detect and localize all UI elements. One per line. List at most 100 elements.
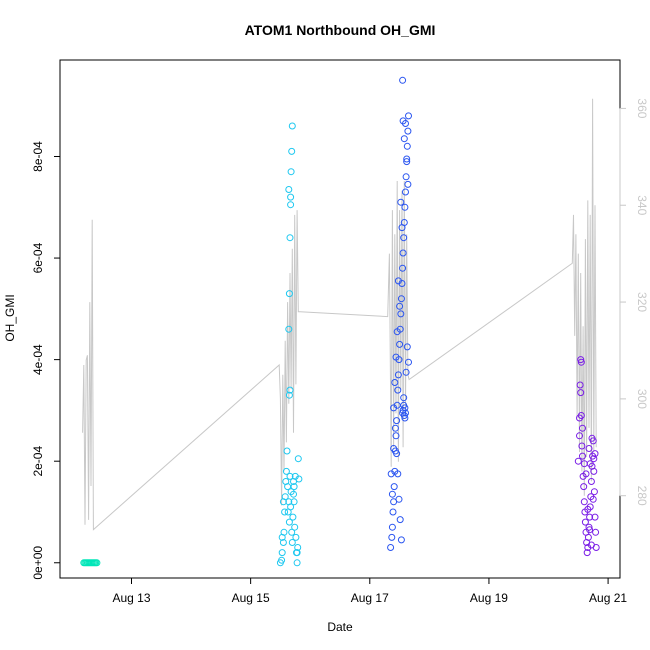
- scatter-point: [580, 498, 588, 506]
- scatter-point: [286, 386, 294, 394]
- y2-tick-label: 340: [635, 195, 649, 215]
- scatter-point: [394, 386, 402, 394]
- scatter-point: [390, 483, 398, 491]
- scatter-point: [278, 556, 286, 564]
- scatter-point: [393, 328, 401, 336]
- x-tick-label: Aug 21: [589, 591, 627, 605]
- scatter-point: [584, 505, 592, 513]
- scatter-point: [390, 445, 398, 452]
- scatter-point: [402, 368, 410, 376]
- scatter-point: [393, 450, 401, 458]
- scatter-point: [401, 203, 409, 211]
- scatter-point: [388, 490, 396, 498]
- scatter-point: [579, 452, 586, 460]
- scatter-point: [294, 544, 302, 551]
- y2-tick-label: 300: [635, 389, 649, 409]
- scatter-point: [400, 234, 408, 242]
- scatter-point: [397, 198, 405, 206]
- y-tick-label: 6e-04: [31, 242, 45, 273]
- x-tick-label: Aug 15: [232, 591, 270, 605]
- scatter-point: [290, 498, 298, 506]
- scatter-point: [397, 536, 405, 544]
- scatter-point: [393, 417, 401, 425]
- scatter-point: [285, 391, 293, 399]
- scatter-point: [282, 467, 290, 475]
- x-tick-label: Aug 17: [351, 591, 389, 605]
- scatter-point: [404, 127, 412, 135]
- scatter-point: [400, 135, 408, 143]
- scatter-point: [285, 518, 293, 526]
- scatter-point: [396, 302, 404, 310]
- scatter-point: [285, 186, 293, 193]
- scatter-point: [402, 409, 409, 417]
- scatter-point: [574, 457, 582, 465]
- scatter-point: [401, 404, 409, 412]
- scatter-point: [403, 142, 411, 150]
- scatter-point: [395, 495, 403, 503]
- scatter-point: [293, 559, 301, 567]
- scatter-point: [390, 404, 398, 412]
- scatter-point: [278, 549, 286, 557]
- scatter-point: [387, 544, 395, 551]
- scatter-point: [591, 450, 599, 458]
- series-layer: [80, 76, 600, 567]
- scatter-point: [287, 193, 295, 201]
- scatter-point: [402, 120, 409, 127]
- scatter-point: [587, 541, 595, 549]
- scatter-point: [587, 478, 595, 485]
- scatter-point: [287, 168, 295, 176]
- scatter-point: [399, 264, 407, 272]
- scatter-point: [388, 523, 396, 531]
- scatter-point: [577, 358, 585, 366]
- scatter-point: [577, 356, 585, 364]
- x-axis-label: Date: [327, 620, 353, 634]
- scatter-point: [387, 470, 395, 478]
- x-tick-label: Aug 13: [112, 591, 150, 605]
- scatter-point: [586, 513, 594, 521]
- scatter-point: [292, 533, 300, 541]
- scatter-point: [293, 549, 301, 557]
- scatter-point: [391, 379, 399, 386]
- scatter-point: [405, 112, 412, 120]
- scatter-point: [581, 518, 589, 526]
- scatter-point: [286, 234, 294, 242]
- scatter-point: [583, 549, 591, 557]
- scatter-point: [288, 147, 296, 155]
- scatter-point: [281, 508, 289, 516]
- scatter-point: [592, 528, 600, 536]
- scatter-point: [286, 472, 294, 480]
- scatter-point: [578, 442, 586, 450]
- scatter-point: [285, 290, 293, 298]
- scatter-point: [392, 432, 400, 440]
- y2-tick-label: 280: [635, 486, 649, 506]
- scatter-point: [591, 513, 599, 521]
- scatter-point: [403, 155, 411, 163]
- scatter-point: [580, 483, 588, 491]
- scatter-point: [576, 414, 583, 422]
- x-tick-label: Aug 19: [470, 591, 508, 605]
- scatter-point: [291, 523, 299, 531]
- scatter-point: [400, 394, 408, 402]
- scatter-point: [579, 424, 586, 432]
- background-line-series: [82, 98, 597, 531]
- scatter-point: [590, 467, 598, 475]
- y2-tick-label: 320: [635, 292, 649, 312]
- scatter-point: [93, 559, 101, 567]
- scatter-point: [394, 277, 402, 285]
- y-tick-label: 8e-04: [31, 141, 45, 172]
- scatter-point: [389, 508, 397, 516]
- scatter-point: [576, 381, 584, 389]
- scatter-point: [288, 539, 296, 546]
- scatter-point: [403, 158, 411, 166]
- scatter-point: [584, 533, 592, 541]
- scatter-point: [398, 224, 406, 232]
- scatter-point: [288, 528, 296, 536]
- scatter-point: [590, 455, 598, 463]
- scatter-point: [283, 447, 291, 455]
- scatter-point: [585, 445, 593, 452]
- scatter-point: [399, 76, 407, 84]
- y-axis-label: OH_GMI: [3, 294, 17, 341]
- scatter-point: [285, 325, 293, 333]
